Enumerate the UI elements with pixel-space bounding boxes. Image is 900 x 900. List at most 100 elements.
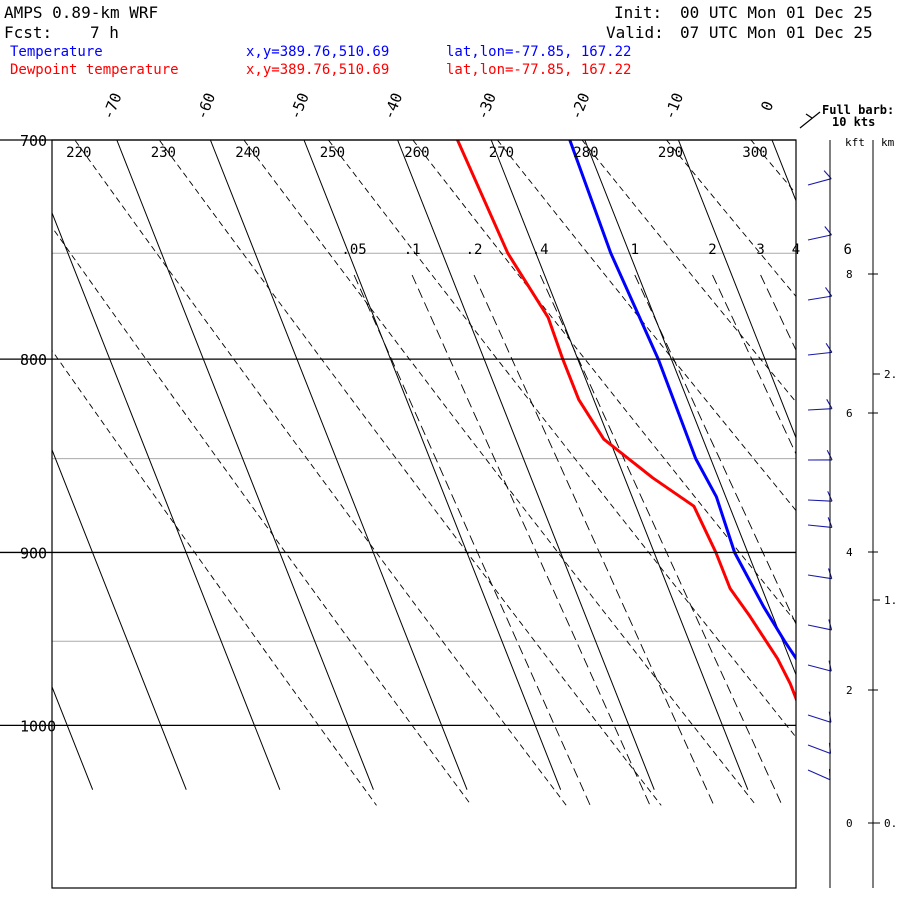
wind-barb-staff xyxy=(807,744,831,755)
km-tick-label: 2. xyxy=(884,368,897,381)
mixing-ratio-line-3 xyxy=(539,274,783,806)
dry-adiabat-200 xyxy=(52,349,377,806)
wind-barb xyxy=(807,450,833,461)
wind-barb-staff xyxy=(807,295,832,301)
dry-adiabat-label-300: 300 xyxy=(742,145,767,161)
isotherm-label--20: -20 xyxy=(567,90,594,122)
wind-barb-staff xyxy=(807,234,832,241)
dry-adiabat-label-220: 220 xyxy=(66,145,91,161)
mixing-ratio-label-1: .1 xyxy=(404,242,421,258)
mixing-ratio-label-8: 6 xyxy=(844,242,852,258)
wind-barb-staff xyxy=(807,459,833,461)
wind-barb xyxy=(807,568,833,580)
isotherm-label--70: -70 xyxy=(99,90,126,122)
dry-adiabat-270 xyxy=(496,140,796,512)
legend-temperature-xy: x,y=389.76,510.69 xyxy=(246,44,390,60)
mixing-ratio-line-5 xyxy=(712,274,796,455)
series-line-temperature xyxy=(568,140,796,661)
mixing-ratio-label-6: 3 xyxy=(756,242,764,258)
mixing-ratio-label-2: .2 xyxy=(466,242,483,258)
pressure-label-1000: 1000 xyxy=(20,717,56,735)
km-axis-label: km xyxy=(881,136,895,149)
mixing-ratio-line-4 xyxy=(634,274,796,626)
wind-barb-flag xyxy=(825,343,833,353)
dry-adiabat-label-230: 230 xyxy=(151,145,176,161)
series-line-dewpoint-temperature xyxy=(456,140,796,703)
kft-tick-label: 8 xyxy=(846,268,853,281)
wind-barb xyxy=(807,343,833,356)
dry-adiabat-210 xyxy=(52,226,472,806)
dry-adiabat-label-280: 280 xyxy=(573,145,598,161)
wind-barb xyxy=(807,660,832,672)
legend-dewpoint-latlon: lat,lon=-77.85, 167.22 xyxy=(446,62,632,78)
forecast-label: Fcst: xyxy=(4,23,53,42)
dry-adiabat-label-240: 240 xyxy=(235,145,260,161)
isotherm-label--50: -50 xyxy=(286,90,313,122)
isotherm--70 xyxy=(116,140,374,790)
wind-barb-staff xyxy=(807,624,832,631)
isotherm-10 xyxy=(866,140,900,790)
wind-barb xyxy=(807,287,833,301)
model-title: AMPS 0.89-km WRF xyxy=(4,3,159,22)
mixing-ratio-label-3: .4 xyxy=(532,242,549,258)
pressure-label-700: 700 xyxy=(20,132,47,150)
dry-adiabat-label-270: 270 xyxy=(489,145,514,161)
wind-barb-staff xyxy=(807,408,833,411)
dry-adiabat-230 xyxy=(158,140,662,806)
isotherm--20 xyxy=(584,140,796,677)
wind-barb xyxy=(807,170,832,186)
forecast-hours: 7 h xyxy=(90,23,119,42)
wind-barb xyxy=(807,517,833,528)
isotherm--80 xyxy=(52,211,281,790)
legend-dewpoint-xy: x,y=389.76,510.69 xyxy=(246,62,390,78)
isotherm-label--30: -30 xyxy=(473,90,500,122)
barb-key-speed: 10 kts xyxy=(832,115,875,129)
wind-barb-staff xyxy=(807,574,832,580)
wind-barb-flag xyxy=(824,226,832,236)
mixing-ratio-line-0 xyxy=(353,274,591,806)
kft-tick-label: 6 xyxy=(846,407,853,420)
isotherm--40 xyxy=(397,140,655,790)
legend-temperature-latlon: lat,lon=-77.85, 167.22 xyxy=(446,44,632,60)
dry-adiabat-260 xyxy=(412,140,796,623)
isotherm--10 xyxy=(677,140,796,440)
isotherm--90 xyxy=(52,448,187,790)
isotherm--60 xyxy=(209,140,468,790)
km-tick-label: 0. xyxy=(884,817,897,830)
kft-tick-label: 0 xyxy=(846,817,853,830)
valid-label: Valid: xyxy=(606,23,664,42)
isotherm--50 xyxy=(303,140,562,790)
isotherm-0 xyxy=(771,140,796,203)
barb-key-flag xyxy=(805,113,813,119)
dry-adiabat-300 xyxy=(750,140,796,195)
wind-barb-staff xyxy=(807,499,833,502)
legend-temperature-label: Temperature xyxy=(10,44,103,60)
wind-barb-flag xyxy=(826,399,833,409)
dry-adiabat-label-290: 290 xyxy=(658,145,683,161)
init-label: Init: xyxy=(614,3,663,22)
wind-barb xyxy=(807,399,833,411)
wind-barb-staff xyxy=(807,524,833,528)
barb-key-staff xyxy=(799,111,821,129)
wind-barb xyxy=(807,742,832,755)
wind-barb-staff xyxy=(807,664,832,672)
isotherm-label--60: -60 xyxy=(192,90,219,122)
mixing-ratio-label-4: 1 xyxy=(631,242,639,258)
pressure-label-900: 900 xyxy=(20,544,47,562)
valid-time: 07 UTC Mon 01 Dec 25 xyxy=(680,23,873,42)
isotherm-label--40: -40 xyxy=(380,90,407,122)
dry-adiabat-310 xyxy=(815,116,900,805)
isotherm--30 xyxy=(490,140,749,790)
kft-tick-label: 2 xyxy=(846,684,853,697)
wind-barb xyxy=(807,226,832,241)
wind-barb xyxy=(807,491,833,502)
mixing-ratio-line-1 xyxy=(411,274,651,806)
pressure-label-800: 800 xyxy=(20,351,47,369)
isotherm-label--10: -10 xyxy=(660,90,687,122)
dry-adiabat-label-250: 250 xyxy=(320,145,345,161)
wind-barb xyxy=(807,619,833,631)
mixing-ratio-line-8 xyxy=(848,275,900,805)
wind-barb-staff xyxy=(807,178,832,186)
mixing-ratio-line-2 xyxy=(473,274,715,806)
